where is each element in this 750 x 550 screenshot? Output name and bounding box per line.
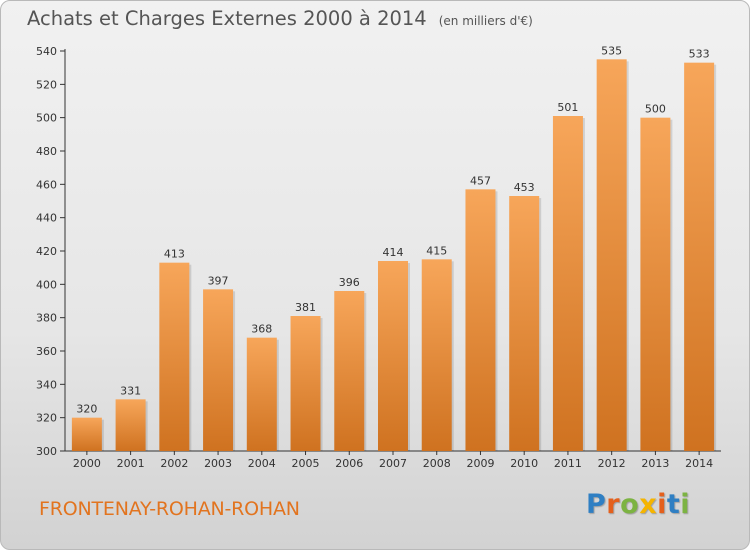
y-tick-label: 300 xyxy=(36,445,57,458)
bar[interactable] xyxy=(71,417,102,451)
bar[interactable] xyxy=(684,62,715,452)
bar[interactable] xyxy=(509,196,540,451)
town-name: FRONTENAY-ROHAN-ROHAN xyxy=(39,498,300,520)
bar[interactable] xyxy=(115,399,146,451)
y-tick-label: 420 xyxy=(36,245,57,258)
y-tick-label: 360 xyxy=(36,345,57,358)
bar[interactable] xyxy=(203,289,234,451)
y-tick-label: 460 xyxy=(36,178,57,191)
bar-value-label: 533 xyxy=(689,48,710,61)
y-tick-label: 440 xyxy=(36,212,57,225)
y-tick-label: 500 xyxy=(36,112,57,125)
x-tick-label: 2000 xyxy=(73,457,101,470)
logo-letter: P xyxy=(586,489,607,520)
y-tick-label: 400 xyxy=(36,278,57,291)
bar-value-label: 535 xyxy=(601,44,622,57)
x-tick-label: 2008 xyxy=(423,457,451,470)
x-tick-label: 2002 xyxy=(160,457,188,470)
bar-group: 320 xyxy=(71,403,104,451)
chart-unit: (en milliers d'€) xyxy=(438,14,533,28)
bar-value-label: 381 xyxy=(295,301,316,314)
bar-group: 500 xyxy=(640,103,673,452)
bar[interactable] xyxy=(290,316,321,451)
bar[interactable] xyxy=(640,117,671,452)
bar-group: 368 xyxy=(246,323,279,451)
x-tick-label: 2003 xyxy=(204,457,232,470)
x-tick-label: 2014 xyxy=(685,457,713,470)
logo-letter: x xyxy=(639,489,658,520)
bar-value-label: 453 xyxy=(514,181,535,194)
logo-letter: o xyxy=(620,489,640,520)
x-tick-label: 2001 xyxy=(117,457,145,470)
bar-value-label: 501 xyxy=(557,101,578,114)
x-tick-label: 2011 xyxy=(554,457,582,470)
x-tick-label: 2005 xyxy=(292,457,320,470)
bar-group: 331 xyxy=(115,384,148,451)
bar-group: 535 xyxy=(596,44,629,451)
x-tick-label: 2006 xyxy=(335,457,363,470)
logo-letter: t xyxy=(666,489,681,520)
chart-title-block: Achats et Charges Externes 2000 à 2014 (e… xyxy=(27,7,533,30)
bar-group: 381 xyxy=(290,301,323,451)
bar[interactable] xyxy=(378,261,408,451)
y-tick-label: 320 xyxy=(36,412,57,425)
y-tick-label: 380 xyxy=(36,312,57,325)
logo-letter: i xyxy=(680,489,691,520)
bar-group: 396 xyxy=(334,276,367,451)
logo-letter: i xyxy=(657,489,667,520)
x-tick-label: 2007 xyxy=(379,457,407,470)
bar-group: 457 xyxy=(465,174,498,452)
y-tick-label: 540 xyxy=(36,45,57,58)
bar-value-label: 397 xyxy=(208,274,229,287)
bar-group: 453 xyxy=(509,181,542,451)
x-tick-label: 2009 xyxy=(466,457,494,470)
bar[interactable] xyxy=(246,337,277,451)
x-tick-label: 2013 xyxy=(641,457,669,470)
y-tick-label: 520 xyxy=(36,78,57,91)
bar[interactable] xyxy=(596,59,627,451)
proxiti-logo[interactable]: Proxiti xyxy=(586,489,690,520)
bar-group: 413 xyxy=(159,248,192,451)
bar[interactable] xyxy=(159,262,190,451)
bar[interactable] xyxy=(334,291,365,451)
bar[interactable] xyxy=(465,189,496,452)
bar-group: 415 xyxy=(421,244,454,451)
bar-group: 501 xyxy=(552,101,585,451)
x-tick-label: 2010 xyxy=(510,457,538,470)
bar-value-label: 415 xyxy=(426,244,447,257)
bar-value-label: 500 xyxy=(645,103,666,116)
bar[interactable] xyxy=(421,259,452,451)
y-tick-label: 340 xyxy=(36,378,57,391)
y-tick-label: 480 xyxy=(36,145,57,158)
bar-value-label: 457 xyxy=(470,174,491,187)
bar-value-label: 413 xyxy=(164,248,185,261)
logo-letter: r xyxy=(606,489,621,520)
bar-value-label: 396 xyxy=(339,276,360,289)
bar-value-label: 368 xyxy=(251,323,272,336)
bar-group: 397 xyxy=(203,274,236,451)
bar-value-label: 414 xyxy=(383,246,404,259)
bar-group: 533 xyxy=(684,48,717,452)
bar[interactable] xyxy=(552,116,583,451)
x-tick-label: 2004 xyxy=(248,457,276,470)
bar-value-label: 331 xyxy=(120,384,141,397)
x-tick-label: 2012 xyxy=(598,457,626,470)
bar-value-label: 320 xyxy=(76,403,97,416)
bar-group: 414 xyxy=(378,246,410,451)
chart-title: Achats et Charges Externes 2000 à 2014 xyxy=(27,7,427,30)
